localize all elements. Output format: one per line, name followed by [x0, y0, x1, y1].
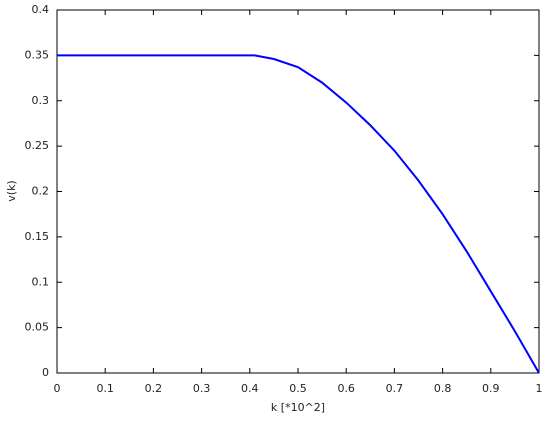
x-tick-label: 0.5: [289, 382, 307, 395]
y-tick-label: 0.3: [32, 94, 50, 107]
x-tick-label: 0.3: [193, 382, 211, 395]
x-tick-label: 0.2: [145, 382, 163, 395]
x-tick-label: 0.8: [434, 382, 452, 395]
y-tick-label: 0.35: [25, 48, 50, 61]
y-tick-label: 0.15: [25, 230, 50, 243]
x-tick-label: 0.4: [241, 382, 259, 395]
x-tick-label: 1: [536, 382, 543, 395]
x-tick-label: 0.6: [337, 382, 355, 395]
y-tick-label: 0: [42, 366, 49, 379]
plot-frame: [56, 9, 540, 374]
x-tick-label: 0.7: [386, 382, 404, 395]
y-axis-label: v(k): [5, 180, 18, 201]
y-tick-label: 0.1: [32, 275, 50, 288]
x-tick-label: 0: [54, 382, 61, 395]
x-axis-label: k [*10^2]: [271, 401, 325, 414]
data-line: [57, 54, 540, 374]
x-tick-label: 0.9: [482, 382, 500, 395]
y-tick-label: 0.05: [25, 321, 50, 334]
y-tick-label: 0.2: [32, 185, 50, 198]
x-tick-label: 0.1: [96, 382, 114, 395]
y-tick-label: 0.4: [32, 3, 50, 16]
y-tick-label: 0.25: [25, 139, 50, 152]
